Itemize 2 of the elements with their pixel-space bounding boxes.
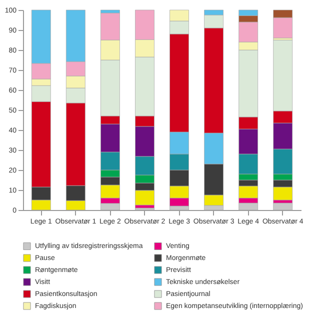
bar (238, 202, 258, 210)
bar (273, 202, 293, 210)
